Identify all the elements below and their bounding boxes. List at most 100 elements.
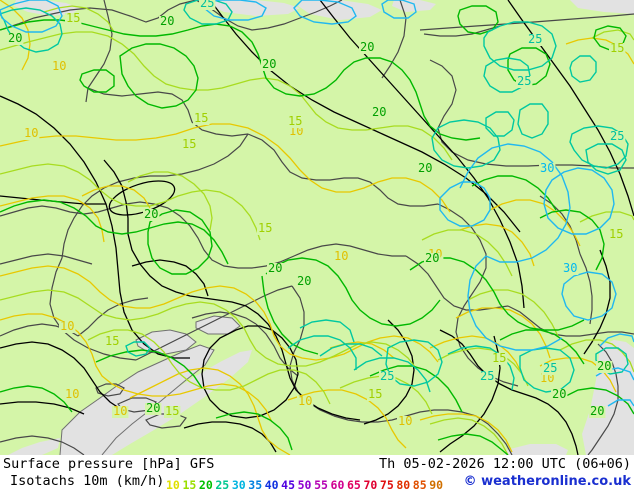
scale-value-30: 30 (231, 478, 246, 490)
contour-label: 15 (182, 137, 196, 151)
contour-label: 15 (66, 11, 80, 25)
contour-label-halo (193, 113, 210, 125)
footer-row-legend: Isotachs 10m (km/h) 10 15 20 25 30 35 40 45 50 55… (0, 473, 634, 490)
contour-label-halo (64, 389, 81, 401)
scale-value-80: 80 (396, 478, 411, 490)
land-background (0, 0, 634, 455)
contour-label-halo (516, 76, 533, 88)
contour-label-halo (562, 263, 579, 275)
isotachs-label: Isotachs 10m (km/h) (10, 473, 165, 489)
water-bodies (8, 0, 634, 455)
copyright-notice[interactable]: © weatheronline.co.uk (463, 474, 631, 489)
contour-label-halo (297, 396, 314, 408)
contour-label: 10 (60, 319, 74, 333)
contour-label: 20 (144, 207, 158, 221)
contour-label: 25 (517, 74, 531, 88)
contour-label-halo (551, 389, 568, 401)
contour-label-halo (417, 163, 434, 175)
contour-labels: 20 10 15 20 20 20 20 25 25 25 10 15 10 15 15 20 30 30 20 15… (7, 0, 626, 428)
contour-label-halo (51, 61, 68, 73)
contour-label: 15 (165, 404, 179, 418)
contour-label-halo (596, 361, 613, 373)
scale-value-10: 10 (166, 478, 180, 490)
contour-label-halo (397, 416, 414, 428)
contour-label: 15 (368, 387, 382, 401)
contour-label: 20 (8, 31, 22, 45)
contour-label: 25 (528, 32, 542, 46)
contour-label-halo (479, 371, 496, 383)
contour-label: 10 (334, 249, 348, 263)
isotach-color-scale[interactable]: 10 15 20 25 30 35 40 45 50 55 60 65 70 75 80 85 90 (166, 474, 446, 490)
contour-label-halo (287, 116, 304, 128)
scale-value-35: 35 (248, 478, 263, 490)
contour-label-halo (367, 389, 384, 401)
contour-label: 20 (268, 261, 282, 275)
contour-label: 20 (160, 14, 174, 28)
contour-label-halo (333, 251, 350, 263)
contour-label-halo (104, 336, 121, 348)
contour-label: 20 (597, 359, 611, 373)
contour-label: 15 (288, 114, 302, 128)
contour-label-halo (424, 253, 441, 265)
scale-value-55: 55 (314, 478, 328, 490)
contour-label-halo (267, 263, 284, 275)
contour-label-halo (159, 16, 176, 28)
contour-label-halo (371, 107, 388, 119)
contour-label-halo (359, 42, 376, 54)
contour-label-halo (145, 403, 162, 415)
contour-label-halo (257, 223, 274, 235)
contour-label-halo (296, 276, 313, 288)
contour-label: 15 (258, 221, 272, 235)
contour-label: 10 (298, 394, 312, 408)
contour-label-halo (542, 363, 559, 375)
contour-label: 10 (52, 59, 66, 73)
contour-label-halo (181, 139, 198, 151)
contour-label-halo (589, 406, 606, 418)
contour-label: 25 (200, 0, 214, 10)
contour-label: 15 (194, 111, 208, 125)
contour-label-halo (59, 321, 76, 333)
isotach-15 (0, 5, 634, 455)
scale-value-85: 85 (412, 478, 427, 490)
map-canvas[interactable]: 20 10 15 20 20 20 20 25 25 25 10 15 10 15 15 20 30 30 20 15… (0, 0, 634, 455)
contour-label: 20 (590, 404, 604, 418)
contour-label-halo (527, 34, 544, 46)
contour-label: 10 (113, 404, 127, 418)
footer-row-title: Surface pressure [hPa] GFS Th 05-02-2026… (0, 456, 634, 473)
contour-label: 20 (418, 161, 432, 175)
contour-label-halo (112, 406, 129, 418)
contour-label-halo (539, 373, 556, 385)
contour-label: 25 (480, 369, 494, 383)
contour-label-halo (7, 33, 24, 45)
contour-label-halo (199, 0, 216, 10)
contour-label: 15 (609, 227, 623, 241)
forecast-timestamp: Th 05-02-2026 12:00 UTC (06+06) (379, 456, 631, 472)
isotach-10 (0, 0, 634, 455)
scale-value-50: 50 (297, 478, 312, 490)
contour-label-halo (539, 163, 556, 175)
contour-label-halo (491, 353, 508, 365)
contour-label: 25 (610, 129, 624, 143)
isotach-20 (0, 5, 634, 455)
contour-label: 15 (105, 334, 119, 348)
contour-label: 20 (425, 251, 439, 265)
contour-label-halo (164, 406, 181, 418)
contour-label: 25 (543, 361, 557, 375)
scale-value-25: 25 (215, 478, 230, 490)
contour-label: 15 (610, 41, 624, 55)
contour-label: 20 (297, 274, 311, 288)
contour-label: 30 (540, 161, 554, 175)
contour-label-halo (143, 209, 160, 221)
map-graphics: 20 10 15 20 20 20 20 25 25 25 10 15 10 15 15 20 30 30 20 15… (0, 0, 634, 455)
contour-label-halo (379, 371, 396, 383)
contour-label: 20 (552, 387, 566, 401)
pressure-isobars (0, 0, 634, 455)
scale-value-45: 45 (281, 478, 296, 490)
scale-value-20: 20 (198, 478, 213, 490)
scale-value-15: 15 (182, 478, 197, 490)
contour-label-halo (609, 131, 626, 143)
scale-value-65: 65 (346, 478, 361, 490)
contour-label: 25 (380, 369, 394, 383)
contour-label: 20 (262, 57, 276, 71)
map-footer: Surface pressure [hPa] GFS Th 05-02-2026… (0, 455, 634, 490)
